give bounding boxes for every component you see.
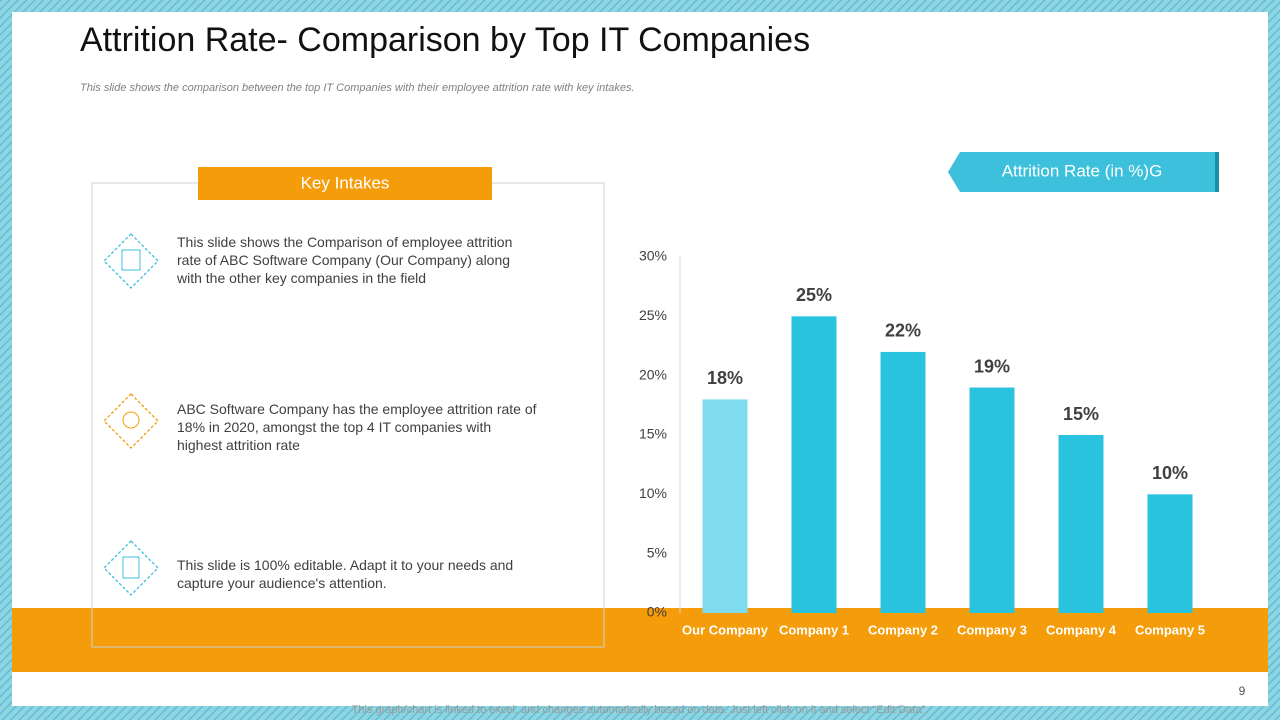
y-tick-label: 5% <box>647 544 667 560</box>
y-tick-label: 0% <box>647 604 667 620</box>
icons <box>103 233 159 596</box>
slide-title: Attrition Rate- Comparison by Top IT Com… <box>80 21 810 59</box>
x-tick-label: Company 3 <box>957 622 1027 637</box>
x-tick-label: Company 5 <box>1135 622 1205 637</box>
icon-building <box>121 249 141 271</box>
icon-doc <box>122 556 140 579</box>
value-label: 19% <box>974 356 1010 376</box>
bar <box>791 316 837 613</box>
y-tick-label: 10% <box>639 485 667 501</box>
intakes-heading: Key Intakes <box>301 173 390 192</box>
intake-text: ABC Software Company has the employee at… <box>177 401 537 453</box>
orange-band <box>12 608 1268 672</box>
bar <box>969 387 1015 613</box>
value-label: 10% <box>1152 463 1188 483</box>
value-label: 15% <box>1063 404 1099 424</box>
bar <box>880 351 926 613</box>
footer-note: This graph/chart is linked to excel, and… <box>352 704 929 716</box>
y-tick-label: 15% <box>639 426 667 442</box>
intakes-header <box>198 167 492 200</box>
x-tick-label: Company 4 <box>1046 622 1117 637</box>
bar <box>1058 435 1104 613</box>
intake-text: This slide is 100% editable. Adapt it to… <box>177 557 514 591</box>
legend-ribbon <box>948 152 1218 192</box>
bar <box>702 399 748 613</box>
ribbon-edge <box>1215 152 1219 192</box>
value-label: 22% <box>885 321 921 341</box>
y-tick-label: 20% <box>639 366 667 382</box>
x-tick-label: Our Company <box>682 622 769 637</box>
icon-people <box>122 411 140 429</box>
legend-label: Attrition Rate (in %)G <box>1002 161 1163 180</box>
page-number: 9 <box>1239 684 1246 698</box>
icon <box>103 393 159 449</box>
slide-subtitle: This slide shows the comparison between … <box>80 82 635 94</box>
intake-text: This slide shows the Comparison of emplo… <box>177 234 513 286</box>
x-tick-label: Company 1 <box>779 622 849 637</box>
y-tick-label: 25% <box>639 307 667 323</box>
icon <box>103 233 159 289</box>
bar <box>1147 494 1193 613</box>
x-tick-label: Company 2 <box>868 622 938 637</box>
value-label: 18% <box>707 368 743 388</box>
y-tick-label: 30% <box>639 248 667 264</box>
value-label: 25% <box>796 285 832 305</box>
icon <box>103 540 159 596</box>
